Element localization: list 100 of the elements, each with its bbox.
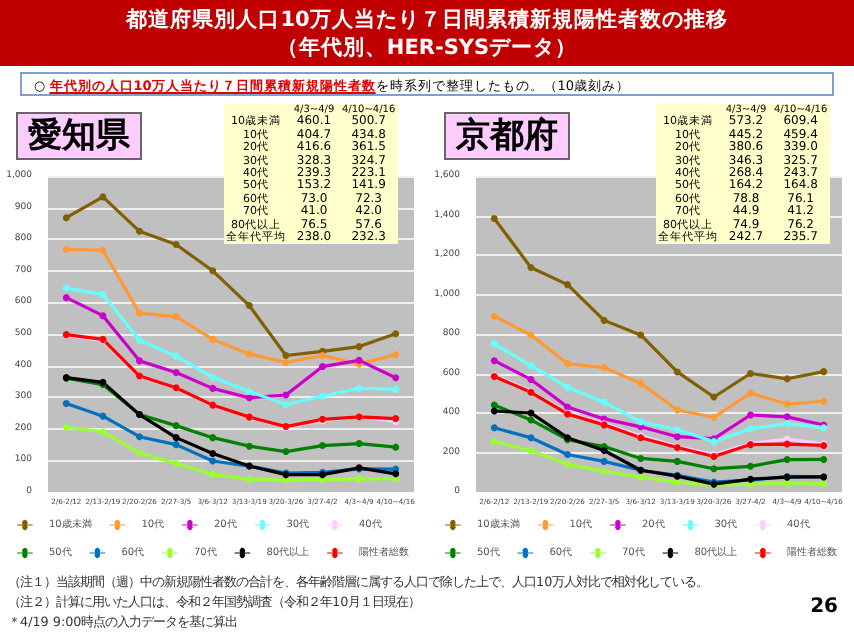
point	[527, 434, 535, 442]
point	[600, 316, 608, 324]
point	[355, 343, 363, 351]
point	[747, 411, 754, 419]
point	[245, 302, 253, 310]
point	[136, 433, 143, 441]
point	[564, 403, 571, 411]
point	[392, 351, 400, 359]
point	[209, 449, 217, 457]
point	[392, 374, 400, 382]
chart-title: 京都府	[444, 112, 570, 160]
point	[564, 281, 571, 289]
point	[136, 449, 143, 457]
point	[673, 368, 681, 376]
point	[490, 401, 498, 409]
point	[172, 369, 180, 377]
point	[355, 384, 363, 392]
point	[99, 412, 107, 420]
point	[62, 214, 70, 222]
text: （年代別、HER-SYSデータ）	[274, 34, 580, 62]
point	[62, 400, 70, 408]
point	[527, 263, 535, 271]
point	[710, 465, 718, 473]
point	[747, 462, 754, 470]
point	[172, 313, 180, 321]
point	[490, 407, 498, 415]
point	[600, 398, 608, 406]
point	[392, 330, 400, 338]
point	[490, 340, 498, 348]
point	[637, 418, 645, 426]
point	[637, 331, 645, 339]
point	[564, 383, 571, 391]
point	[490, 214, 498, 222]
point	[172, 434, 180, 442]
point	[527, 375, 535, 383]
point	[99, 193, 107, 201]
point	[783, 456, 791, 464]
point	[490, 424, 498, 432]
point	[209, 457, 217, 465]
point	[209, 373, 217, 381]
point	[136, 357, 143, 365]
point	[62, 294, 70, 302]
point	[209, 434, 217, 442]
point	[392, 470, 400, 478]
point	[172, 422, 180, 430]
text: 26	[810, 596, 838, 618]
point	[747, 389, 754, 397]
point	[62, 284, 70, 292]
point	[172, 352, 180, 360]
point	[637, 454, 645, 462]
point	[673, 478, 681, 486]
point	[820, 397, 828, 405]
point	[673, 426, 681, 434]
point	[62, 423, 70, 431]
point	[490, 357, 498, 365]
point	[710, 413, 718, 421]
text: 都道府県別人口10万人当たり７日間累積新規陽性者数の推移	[123, 6, 730, 34]
point	[564, 450, 571, 458]
point	[564, 360, 571, 368]
point	[319, 442, 326, 450]
point	[99, 291, 107, 298]
point	[783, 420, 791, 428]
point	[783, 413, 791, 421]
point	[245, 394, 253, 402]
point	[245, 442, 253, 450]
point	[747, 370, 754, 377]
point	[673, 406, 681, 414]
point	[392, 443, 400, 451]
point	[820, 480, 828, 488]
point	[136, 227, 143, 235]
point	[282, 358, 290, 366]
point	[282, 351, 290, 359]
point	[209, 267, 217, 275]
point	[527, 362, 535, 370]
point	[209, 471, 217, 479]
point	[527, 416, 535, 424]
point	[673, 433, 681, 441]
point	[673, 457, 681, 465]
point	[820, 368, 828, 376]
point	[209, 384, 217, 392]
point	[490, 312, 498, 320]
point	[820, 455, 828, 463]
point	[490, 438, 498, 446]
point	[282, 448, 290, 456]
point	[245, 388, 253, 396]
point	[136, 336, 143, 344]
point	[783, 375, 791, 383]
chart-title: 愛知県	[16, 112, 142, 160]
point	[319, 363, 326, 371]
point	[564, 460, 571, 468]
point	[245, 475, 253, 483]
point	[319, 392, 326, 400]
point	[600, 467, 608, 475]
point	[99, 246, 107, 254]
point	[747, 425, 754, 433]
point	[245, 350, 253, 358]
point	[172, 441, 180, 449]
point	[527, 447, 535, 455]
point	[172, 460, 180, 468]
point	[172, 241, 180, 249]
